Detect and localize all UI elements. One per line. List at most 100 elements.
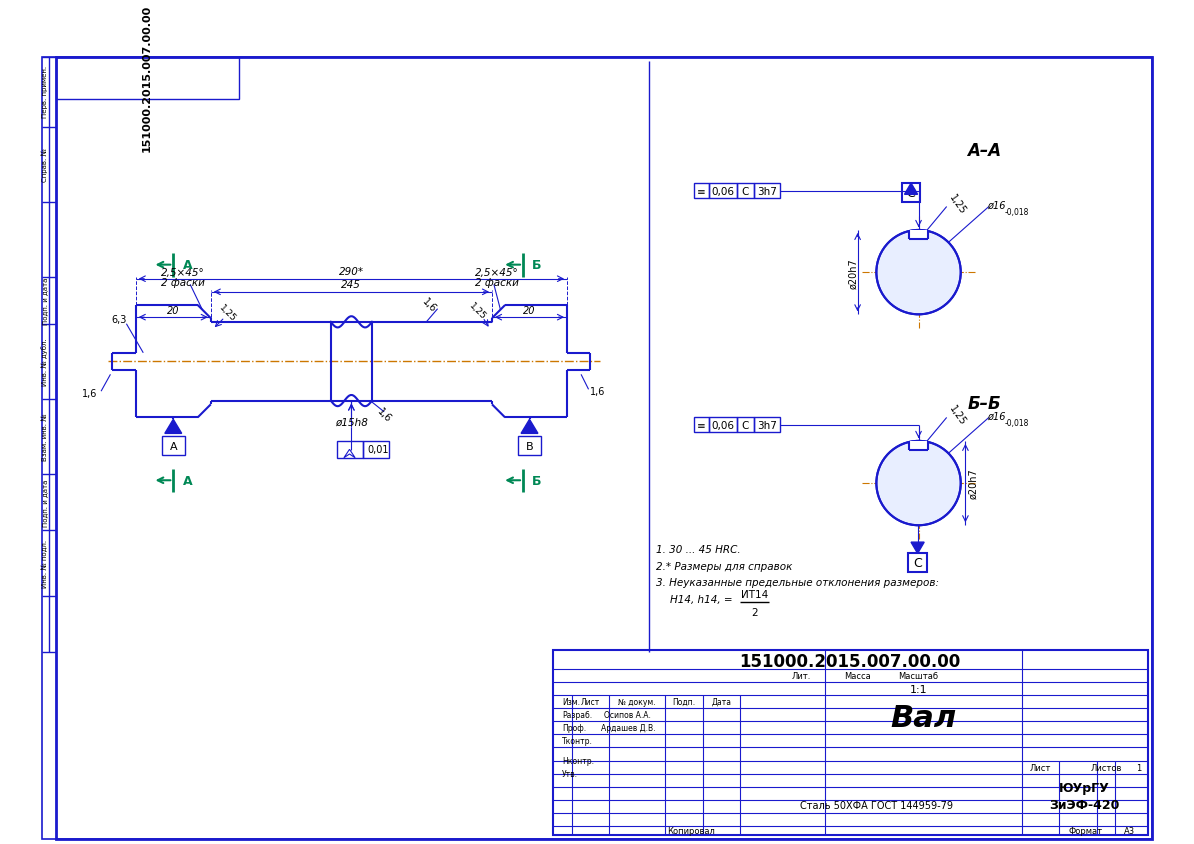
Text: 20: 20 xyxy=(167,306,179,316)
Text: 2 фаски: 2 фаски xyxy=(161,279,204,288)
Text: 0,01: 0,01 xyxy=(367,445,388,455)
Bar xyxy=(901,184,921,203)
Text: 290*: 290* xyxy=(339,267,364,277)
Bar xyxy=(708,418,737,433)
Text: Утв.: Утв. xyxy=(562,769,578,778)
Bar xyxy=(737,418,753,433)
Text: В: В xyxy=(525,441,534,451)
Text: Нконтр.: Нконтр. xyxy=(562,756,595,766)
Bar xyxy=(363,441,389,458)
Text: 1:1: 1:1 xyxy=(910,684,928,695)
Text: Н14, h14, =: Н14, h14, = xyxy=(670,595,733,604)
Text: Разраб.: Разраб. xyxy=(562,711,592,719)
Text: 2 фаски: 2 фаски xyxy=(475,279,518,288)
Text: 1,6: 1,6 xyxy=(375,406,393,424)
Text: Б–Б: Б–Б xyxy=(967,395,1001,413)
Text: С: С xyxy=(741,187,749,197)
Text: ø16: ø16 xyxy=(987,411,1005,421)
Text: 3. Неуказанные предельные отклонения размеров:: 3. Неуказанные предельные отклонения раз… xyxy=(656,578,938,587)
Text: 1,6: 1,6 xyxy=(420,296,438,315)
Text: Перв. примен.: Перв. примен. xyxy=(42,66,48,118)
Text: Взам. инв. №: Взам. инв. № xyxy=(42,413,48,461)
Text: Вал: Вал xyxy=(890,703,956,732)
Text: 151000.2015.007.00.00: 151000.2015.007.00.00 xyxy=(142,4,152,152)
Bar xyxy=(753,184,780,199)
Polygon shape xyxy=(165,419,181,434)
Text: С: С xyxy=(741,420,749,430)
Text: 2.* Размеры для справок: 2.* Размеры для справок xyxy=(656,561,793,571)
Text: 2,5×45°: 2,5×45° xyxy=(475,268,518,278)
Polygon shape xyxy=(521,419,538,434)
Bar xyxy=(518,436,541,456)
Text: Инв. № подл.: Инв. № подл. xyxy=(42,539,48,587)
Text: А: А xyxy=(183,259,192,272)
Text: ≡: ≡ xyxy=(696,420,706,430)
Text: 6,3: 6,3 xyxy=(111,315,127,325)
Text: Масса: Масса xyxy=(844,671,870,680)
Text: Тконтр.: Тконтр. xyxy=(562,737,593,745)
Text: Проф.: Проф. xyxy=(562,723,586,733)
Text: Б: Б xyxy=(533,474,542,487)
Polygon shape xyxy=(905,184,918,195)
Text: 3h7: 3h7 xyxy=(757,420,776,430)
Text: Листов: Листов xyxy=(1090,763,1121,771)
Text: 1: 1 xyxy=(1137,763,1141,771)
Text: -0,018: -0,018 xyxy=(1005,418,1029,427)
Text: ЗиЭФ-420: ЗиЭФ-420 xyxy=(1050,798,1120,811)
Text: 1,25: 1,25 xyxy=(217,303,238,323)
Text: ø20h7: ø20h7 xyxy=(848,257,858,288)
Bar xyxy=(162,436,185,456)
Text: Осипов А.А.: Осипов А.А. xyxy=(604,711,652,719)
Text: -0,018: -0,018 xyxy=(1005,208,1029,216)
Text: ЮУрГУ: ЮУрГУ xyxy=(1059,782,1110,794)
Text: 3h7: 3h7 xyxy=(757,187,776,197)
Text: ø16: ø16 xyxy=(987,200,1005,210)
Text: ø15h8: ø15h8 xyxy=(336,417,368,427)
Text: С: С xyxy=(906,187,916,200)
Text: Лит.: Лит. xyxy=(792,671,811,680)
Text: Ардашев Д.В.: Ардашев Д.В. xyxy=(601,723,656,733)
Polygon shape xyxy=(911,543,924,554)
Bar xyxy=(56,57,239,100)
Text: Справ. №: Справ. № xyxy=(42,149,48,182)
Text: Копировал: Копировал xyxy=(666,826,715,836)
Bar xyxy=(753,418,780,433)
Bar xyxy=(694,418,708,433)
Text: Подп. и дата: Подп. и дата xyxy=(42,277,48,325)
Text: 1. 30 ... 45 HRC.: 1. 30 ... 45 HRC. xyxy=(656,544,740,554)
Text: Лист: Лист xyxy=(580,697,601,706)
Bar xyxy=(708,184,737,199)
Text: А: А xyxy=(170,441,177,451)
Text: 0,06: 0,06 xyxy=(712,420,734,430)
Text: Формат: Формат xyxy=(1069,826,1102,836)
Text: Лист: Лист xyxy=(1029,763,1051,771)
Bar xyxy=(694,184,708,199)
Bar xyxy=(553,650,1149,835)
Text: Подп. и дата: Подп. и дата xyxy=(42,479,48,526)
Circle shape xyxy=(876,230,961,315)
Text: 1,6: 1,6 xyxy=(590,387,605,397)
Bar xyxy=(737,184,753,199)
Text: 1,25: 1,25 xyxy=(468,301,488,322)
Text: С: С xyxy=(913,556,922,570)
Text: 1,6: 1,6 xyxy=(82,388,98,398)
Text: 245: 245 xyxy=(341,280,362,290)
Polygon shape xyxy=(909,230,928,240)
Polygon shape xyxy=(909,441,928,451)
Text: 0,06: 0,06 xyxy=(712,187,734,197)
Text: ø20h7: ø20h7 xyxy=(968,468,978,499)
Text: Дата: Дата xyxy=(712,697,732,706)
Text: А–А: А–А xyxy=(967,142,1002,160)
Text: Сталь 50ХФА ГОСТ 144959-79: Сталь 50ХФА ГОСТ 144959-79 xyxy=(800,799,953,809)
Text: Масштаб: Масштаб xyxy=(899,671,938,680)
Text: Инв. № дубл.: Инв. № дубл. xyxy=(42,338,48,386)
Text: Подп.: Подп. xyxy=(672,697,696,706)
Text: А3: А3 xyxy=(1124,826,1135,836)
Text: 1,25: 1,25 xyxy=(948,192,968,216)
Text: ≡: ≡ xyxy=(696,187,706,197)
Text: 2,5×45°: 2,5×45° xyxy=(161,268,204,278)
Text: 2: 2 xyxy=(751,608,758,618)
Text: А: А xyxy=(183,474,192,487)
Text: ИТ14: ИТ14 xyxy=(740,589,768,599)
Text: Б: Б xyxy=(533,259,542,272)
